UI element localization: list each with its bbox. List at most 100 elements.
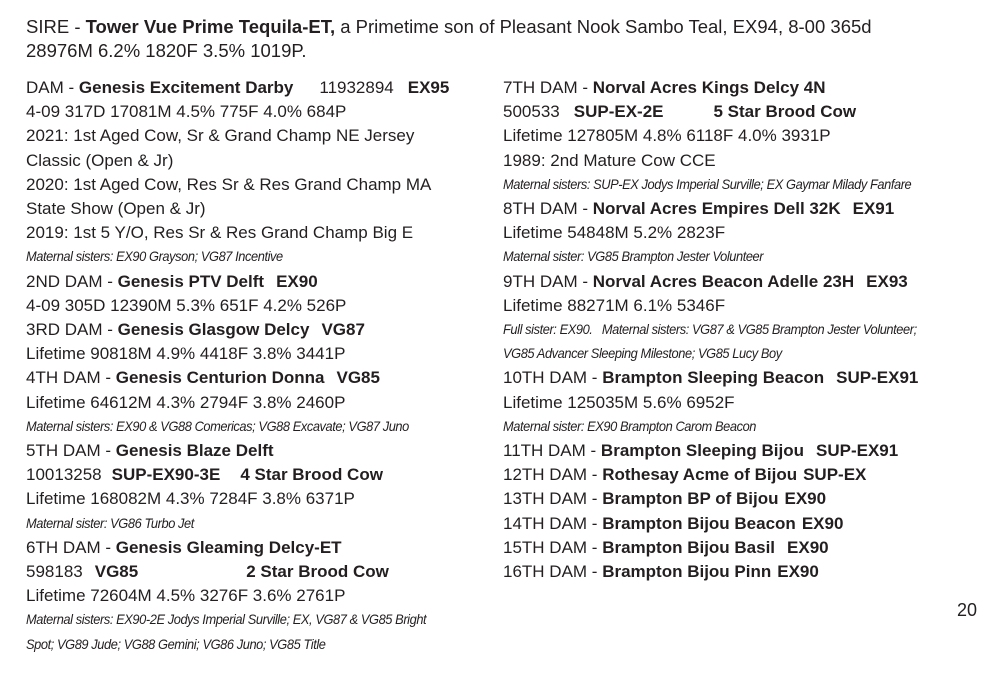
dam16-score: EX90 bbox=[777, 562, 819, 582]
dam11-heading: 11TH DAM - Brampton Sleeping Bijou SUP-EX… bbox=[503, 439, 983, 463]
dam10-heading: 10TH DAM - Brampton Sleeping Beacon SUP-E… bbox=[503, 366, 983, 390]
dam10-score: SUP-EX91 bbox=[836, 368, 919, 388]
dam-record: 4-09 317D 17081M 4.5% 775F 4.0% 684P bbox=[26, 102, 347, 122]
dam5-score: SUP-EX90-3E bbox=[111, 465, 221, 485]
dam6-note-1: Maternal sisters: EX90-2E Jodys Imperial… bbox=[26, 612, 427, 628]
dam5-classification: 10013258 SUP-EX90-3E 4 Star Brood Cow bbox=[26, 463, 496, 487]
dam6-registration: 598183 bbox=[26, 562, 83, 582]
dam-show-2020-b: State Show (Open & Jr) bbox=[26, 199, 206, 219]
dam7-show: 1989: 2nd Mature Cow CCE bbox=[503, 150, 716, 170]
dam12-name: Rothesay Acme of Bijou bbox=[602, 465, 798, 485]
dam9-name: Norval Acres Beacon Adelle 23H bbox=[592, 271, 855, 291]
dam4-score: VG85 bbox=[336, 368, 380, 388]
dam6-prefix: 6TH DAM - bbox=[26, 537, 116, 557]
dam13-heading: 13TH DAM - Brampton BP of Bijou EX90 bbox=[503, 487, 983, 511]
dam8-prefix: 8TH DAM - bbox=[503, 199, 593, 219]
dam-show-2021-a: 2021: 1st Aged Cow, Sr & Grand Champ NE … bbox=[26, 126, 415, 146]
dam7-prefix: 7TH DAM - bbox=[503, 78, 593, 97]
dam7-heading: 7TH DAM - Norval Acres Kings Delcy 4N bbox=[503, 76, 983, 100]
sire-line-2: 28976M 6.2% 1820F 3.5% 1019P. bbox=[26, 40, 307, 61]
dam-show-2021-b: Classic (Open & Jr) bbox=[26, 150, 174, 170]
dam11-name: Brampton Sleeping Bijou bbox=[600, 441, 804, 461]
dam9-prefix: 9TH DAM - bbox=[503, 271, 593, 291]
dam2-score: EX90 bbox=[276, 271, 318, 291]
dam2-name: Genesis PTV Delft bbox=[117, 271, 265, 291]
left-column: DAM - Genesis Excitement Darby 11932894 EX… bbox=[26, 76, 496, 657]
sire-prefix: SIRE - bbox=[26, 16, 86, 37]
dam-note: Maternal sisters: EX90 Grayson; VG87 Inc… bbox=[26, 249, 283, 265]
dam3-score: VG87 bbox=[321, 320, 365, 340]
dam9-note-2: VG85 Advancer Sleeping Milestone; VG85 L… bbox=[503, 346, 782, 362]
dam13-score: EX90 bbox=[784, 489, 827, 509]
dam14-name: Brampton Bijou Beacon bbox=[602, 513, 796, 533]
sire-line-1: SIRE - Tower Vue Prime Tequila-ET, a Pri… bbox=[26, 15, 986, 39]
dam10-prefix: 10TH DAM - bbox=[503, 368, 603, 388]
dam6-note-2: Spot; VG89 Jude; VG88 Gemini; VG86 Juno;… bbox=[26, 636, 326, 652]
dam12-score: SUP-EX bbox=[803, 465, 867, 485]
dam16-heading: 16TH DAM - Brampton Bijou Pinn EX90 bbox=[503, 560, 983, 584]
dam7-note: Maternal sisters: SUP-EX Jodys Imperial … bbox=[503, 176, 912, 192]
dam12-prefix: 12TH DAM - bbox=[503, 465, 603, 485]
dam8-name: Norval Acres Empires Dell 32K bbox=[592, 199, 841, 219]
dam8-note: Maternal sister: VG85 Brampton Jester Vo… bbox=[503, 249, 764, 265]
dam7-star: 5 Star Brood Cow bbox=[713, 102, 857, 122]
dam13-prefix: 13TH DAM - bbox=[503, 489, 603, 509]
dam6-score: VG85 bbox=[94, 562, 139, 582]
dam2-prefix: 2ND DAM - bbox=[26, 271, 118, 291]
dam4-heading: 4TH DAM - Genesis Centurion Donna VG85 bbox=[26, 366, 496, 390]
dam3-record: Lifetime 90818M 4.9% 4418F 3.8% 3441P bbox=[26, 344, 346, 364]
dam2-heading: 2ND DAM - Genesis PTV Delft EX90 bbox=[26, 270, 496, 294]
dam7-name: Norval Acres Kings Delcy 4N bbox=[592, 78, 826, 97]
dam9-record: Lifetime 88271M 6.1% 5346F bbox=[503, 295, 726, 315]
dam10-name: Brampton Sleeping Beacon bbox=[602, 368, 825, 388]
dam5-name: Genesis Blaze Delft bbox=[115, 441, 274, 461]
dam9-heading: 9TH DAM - Norval Acres Beacon Adelle 23H… bbox=[503, 270, 983, 294]
dam7-record: Lifetime 127805M 4.8% 6118F 4.0% 3931P bbox=[503, 126, 831, 146]
dam-prefix: DAM - bbox=[26, 78, 79, 97]
dam-show-2020-a: 2020: 1st Aged Cow, Res Sr & Res Grand C… bbox=[26, 174, 432, 194]
dam9-note-1: Full sister: EX90. Maternal sisters: VG8… bbox=[503, 322, 917, 338]
dam11-prefix: 11TH DAM - bbox=[503, 441, 601, 461]
dam5-registration: 10013258 bbox=[26, 465, 102, 485]
dam6-heading: 6TH DAM - Genesis Gleaming Delcy-ET bbox=[26, 536, 496, 560]
dam-heading: DAM - Genesis Excitement Darby 11932894 EX… bbox=[26, 76, 496, 100]
dam5-star: 4 Star Brood Cow bbox=[240, 465, 383, 485]
dam14-score: EX90 bbox=[801, 513, 844, 533]
dam15-score: EX90 bbox=[787, 537, 829, 557]
dam4-note: Maternal sisters: EX90 & VG88 Comericas;… bbox=[26, 418, 409, 434]
dam15-heading: 15TH DAM - Brampton Bijou Basil EX90 bbox=[503, 536, 983, 560]
dam14-prefix: 14TH DAM - bbox=[503, 513, 603, 533]
dam8-heading: 8TH DAM - Norval Acres Empires Dell 32K E… bbox=[503, 197, 983, 221]
dam4-name: Genesis Centurion Donna bbox=[115, 368, 325, 388]
dam8-record: Lifetime 54848M 5.2% 2823F bbox=[503, 223, 726, 243]
dam7-classification: 500533 SUP-EX-2E 5 Star Brood Cow bbox=[503, 100, 983, 124]
dam3-heading: 3RD DAM - Genesis Glasgow Delcy VG87 bbox=[26, 318, 496, 342]
dam5-record: Lifetime 168082M 4.3% 7284F 3.8% 6371P bbox=[26, 489, 355, 509]
dam7-score: SUP-EX-2E bbox=[573, 102, 664, 122]
dam4-prefix: 4TH DAM - bbox=[26, 368, 116, 388]
dam11-score: SUP-EX91 bbox=[815, 441, 899, 461]
sire-name: Tower Vue Prime Tequila-ET, bbox=[85, 16, 336, 37]
dam16-prefix: 16TH DAM - bbox=[503, 562, 603, 582]
dam15-name: Brampton Bijou Basil bbox=[602, 537, 776, 557]
dam5-prefix: 5TH DAM - bbox=[26, 441, 116, 461]
dam5-heading: 5TH DAM - Genesis Blaze Delft bbox=[26, 439, 496, 463]
dam13-name: Brampton BP of Bijou bbox=[602, 489, 779, 509]
dam6-record: Lifetime 72604M 4.5% 3276F 3.6% 2761P bbox=[26, 586, 346, 606]
dam7-registration: 500533 bbox=[503, 102, 560, 122]
dam4-record: Lifetime 64612M 4.3% 2794F 3.8% 2460P bbox=[26, 392, 346, 412]
dam10-note: Maternal sister: EX90 Brampton Carom Bea… bbox=[503, 418, 757, 434]
dam6-star: 2 Star Brood Cow bbox=[246, 562, 389, 582]
dam-show-2019: 2019: 1st 5 Y/O, Res Sr & Res Grand Cham… bbox=[26, 223, 414, 243]
sire-block: SIRE - Tower Vue Prime Tequila-ET, a Pri… bbox=[26, 15, 986, 63]
dam2-record: 4-09 305D 12390M 5.3% 651F 4.2% 526P bbox=[26, 295, 347, 315]
dam-registration: 11932894 bbox=[319, 78, 394, 97]
dam3-name: Genesis Glasgow Delcy bbox=[117, 320, 310, 340]
dam-score: EX95 bbox=[407, 78, 450, 97]
dam14-heading: 14TH DAM - Brampton Bijou Beacon EX90 bbox=[503, 512, 983, 536]
dam3-prefix: 3RD DAM - bbox=[26, 320, 118, 340]
page-number: 20 bbox=[957, 600, 978, 620]
dam10-record: Lifetime 125035M 5.6% 6952F bbox=[503, 392, 735, 412]
dam8-score: EX91 bbox=[852, 199, 895, 219]
